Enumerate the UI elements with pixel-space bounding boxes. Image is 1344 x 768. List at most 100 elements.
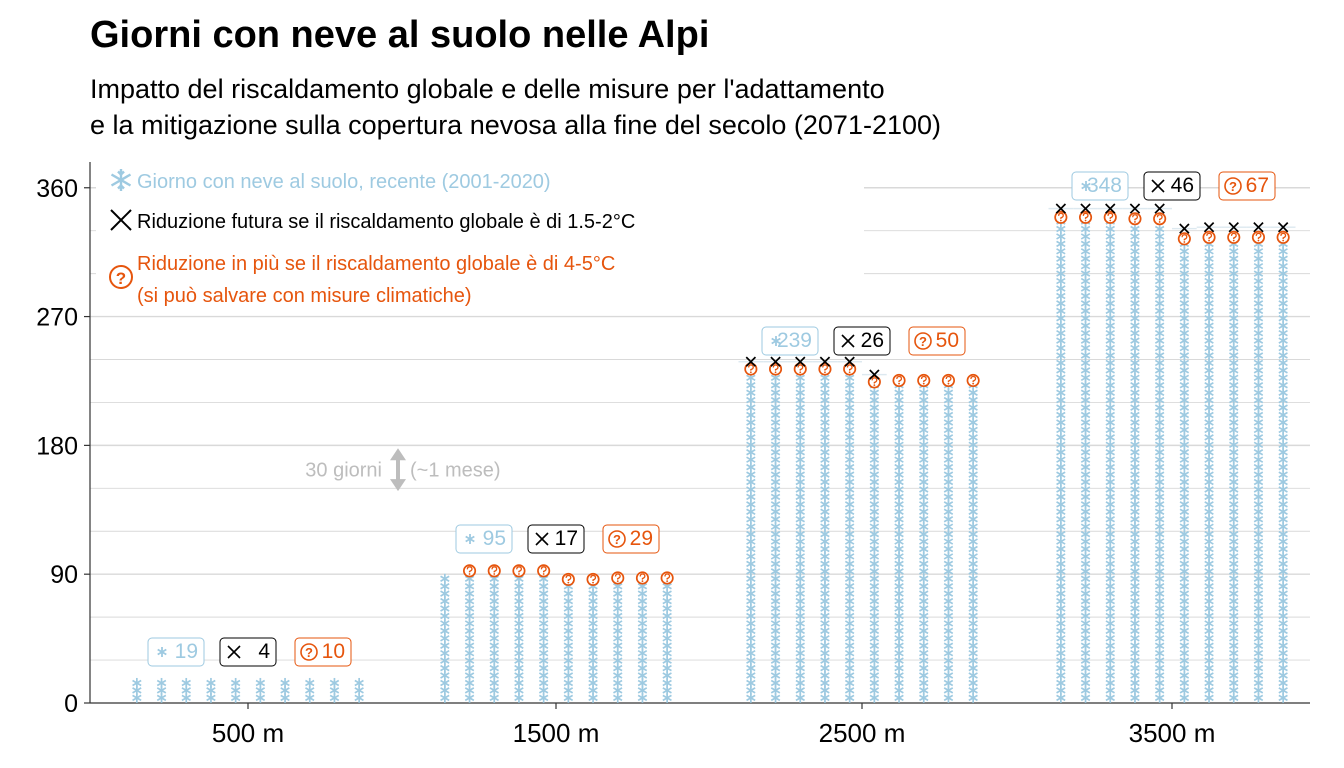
question-circle-icon [1224, 177, 1242, 195]
reduction-cell [787, 356, 813, 367]
mitigable-cell [1054, 210, 1068, 224]
reduction-value-text: 26 [861, 329, 884, 352]
y-tick-label: 360 [36, 175, 78, 203]
mitigable-cell [1128, 212, 1142, 226]
snow-day-cell [329, 677, 340, 689]
mitigable-value-text: 10 [322, 640, 345, 663]
snow-value-text: 19 [175, 640, 198, 663]
reduction-cell [862, 369, 887, 380]
snow-day-cell [439, 572, 450, 585]
reduction-cell [837, 356, 862, 367]
reduction-value-text: 46 [1171, 174, 1194, 197]
x-tick-label: 1500 m [513, 718, 600, 748]
mitigable-cell [843, 362, 857, 376]
reduction-cell [763, 356, 788, 367]
mitigable-value-label-3: ? 67 [1218, 171, 1276, 201]
snow-day-cell [1154, 223, 1165, 235]
value-labels: 19 4? 10 95 17? 29 239 26 ? 50 348 46? 67 [147, 171, 1276, 667]
mitigable-cell [1103, 210, 1117, 224]
mitigable-cell [768, 362, 783, 376]
chart-subtitle-line-1: Impatto del riscaldamento globale e dell… [90, 74, 885, 104]
scale-annotation: 30 giorni (~1 mese) [305, 448, 501, 492]
reduction-value-text: 4 [258, 640, 270, 663]
legend-label-mitigable-line-2: (si può salvare con misure climatiche) [137, 285, 472, 307]
snow-day-cell [205, 677, 217, 689]
legend: Giorno con neve al suolo, recente (2001-… [96, 160, 864, 310]
snow-value-text: 239 [777, 329, 812, 352]
question-circle-icon [300, 643, 318, 661]
mitigable-cell [537, 564, 551, 578]
question-glyph: ? [919, 334, 927, 349]
legend-background [96, 160, 864, 310]
x-tick-label: 2500 m [819, 718, 906, 748]
question-glyph: ? [305, 645, 313, 660]
reduction-cell [1073, 203, 1098, 214]
mitigable-value-text: 67 [1246, 174, 1269, 197]
mitigable-cell [1251, 230, 1265, 244]
mitigable-value-label-0: ? 10 [294, 637, 352, 667]
snow-day-cell [304, 677, 315, 689]
question-circle-icon [608, 530, 626, 548]
mitigable-cell [561, 572, 575, 586]
snow-day-cell [279, 677, 291, 689]
axes: 0 90 180 270 360 500 m 1500 m 2500 m 3500 m [36, 162, 1310, 748]
snow-day-cell [230, 677, 241, 689]
y-tick-label: 270 [36, 304, 78, 332]
reduction-cell [1221, 221, 1247, 233]
mitigable-cell [1177, 232, 1191, 246]
mitigable-cell [635, 571, 649, 585]
reduction-cell [1196, 221, 1222, 233]
mitigable-cell [941, 373, 955, 388]
y-tick-label: 90 [50, 561, 78, 589]
legend-label-reduction: Riduzione futura se il riscaldamento glo… [137, 211, 635, 233]
mitigable-cell [1153, 212, 1167, 226]
mitigable-cell [917, 373, 931, 388]
question-circle-icon [109, 265, 133, 289]
mitigable-cell [744, 362, 758, 376]
mitigable-cell [1079, 210, 1093, 224]
question-glyph: ? [1229, 179, 1237, 194]
y-tick-label: 0 [64, 690, 78, 718]
mitigable-cell [793, 362, 807, 376]
reduction-cell [1172, 223, 1197, 234]
reduction-cell [1147, 203, 1172, 214]
reduction-value-label-3: 46 [1143, 171, 1201, 201]
mitigable-cell [966, 373, 980, 388]
mitigable-cell [462, 564, 477, 578]
mitigable-value-label-2: ? 50 [908, 326, 966, 356]
snow-value-text: 348 [1087, 174, 1122, 197]
snow-value-label-3: 348 [1071, 171, 1129, 201]
snow-day-cell [354, 677, 365, 689]
snow-value-text: 95 [483, 527, 506, 550]
question-glyph: ? [613, 532, 621, 547]
reduction-cell [1246, 221, 1271, 233]
snow-day-cell [156, 677, 167, 689]
snow-day-cell [255, 677, 266, 689]
scale-annotation-label-2: (~1 mese) [410, 460, 501, 482]
chart-title: Giorni con neve al suolo nelle Alpi [90, 14, 710, 56]
question-glyph: ? [116, 269, 126, 288]
reduction-cell [1097, 203, 1123, 214]
legend-label-snow: Giorno con neve al suolo, recente (2001-… [137, 171, 551, 193]
reduction-value-label-1: 17 [527, 524, 585, 554]
y-tick-label: 180 [36, 432, 78, 460]
snow-value-label-1: 95 [455, 524, 513, 554]
mitigable-cell [892, 373, 906, 388]
mitigable-cell [818, 362, 832, 376]
mitigable-cell [512, 564, 526, 578]
snow-day-cell [1129, 223, 1141, 235]
chart-subtitle-line-2: e la mitigazione sulla copertura nevosa … [90, 110, 942, 140]
reduction-cell [1270, 221, 1296, 233]
reduction-cell [812, 356, 838, 367]
waffle-cells [131, 203, 1296, 704]
mitigable-cell [1227, 230, 1241, 244]
mitigable-cell [1276, 230, 1290, 244]
reduction-value-label-2: 26 [833, 326, 891, 356]
reduction-cell [738, 356, 764, 367]
mitigable-cell [487, 564, 501, 578]
mitigable-value-text: 29 [630, 527, 653, 550]
snow-value-label-0: 19 [147, 637, 205, 667]
mitigable-cell [867, 375, 881, 389]
snow-value-label-2: 239 [761, 326, 819, 356]
